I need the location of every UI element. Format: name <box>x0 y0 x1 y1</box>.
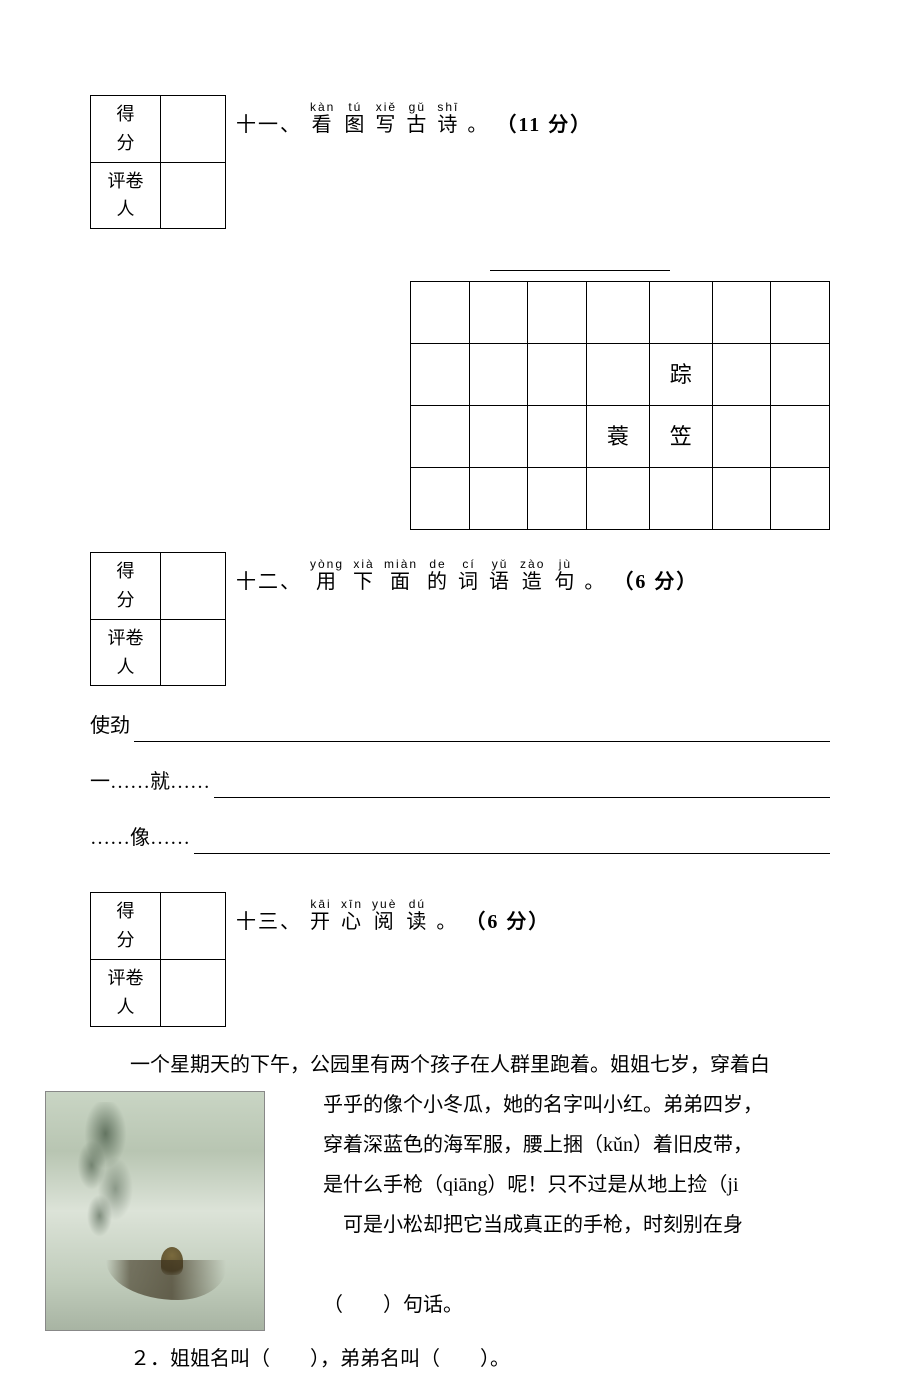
points-13: （6 分） <box>465 911 550 933</box>
grader-value <box>161 162 226 229</box>
score-value <box>161 96 226 163</box>
sentence-word: ……像…… <box>90 822 190 854</box>
grid-cell <box>411 468 470 530</box>
score-label: 得 分 <box>91 96 161 163</box>
grid-cell <box>528 282 587 344</box>
score-table-11: 得 分 评卷人 <box>90 95 226 229</box>
question-2: ２．姐姐名叫（ ），弟弟名叫（ ）。 <box>90 1339 830 1379</box>
sentence-line-1: 使劲 <box>90 710 830 742</box>
grid-cell <box>411 406 470 468</box>
grid-cell <box>649 468 712 530</box>
grid-cell <box>528 468 587 530</box>
painting-image <box>45 1091 265 1331</box>
section-number: 十三、 <box>236 911 302 933</box>
section-12-title: 十二、 yòng用 xià下 miàn面 de的 cí词 yǔ语 zào造 jù… <box>236 558 698 598</box>
sentence-line-2: 一……就…… <box>90 766 830 798</box>
grid-cell <box>712 406 771 468</box>
grid-cell <box>411 344 470 406</box>
sentence-line-3: ……像…… <box>90 822 830 854</box>
answer-blank <box>134 720 830 742</box>
passage-line: 一个星期天的下午，公园里有两个孩子在人群里跑着。姐姐七岁，穿着白 <box>90 1045 830 1085</box>
section-number: 十一、 <box>236 114 302 136</box>
grid-cell <box>712 282 771 344</box>
grid-cell: 踪 <box>649 344 712 406</box>
points-12: （6 分） <box>613 571 698 593</box>
boatman-icon <box>161 1247 183 1275</box>
sentence-word: 一……就…… <box>90 766 210 798</box>
sentence-word: 使劲 <box>90 710 130 742</box>
grid-cell <box>528 344 587 406</box>
grid-cell <box>469 406 528 468</box>
section-12-header: 得 分 评卷人 十二、 yòng用 xià下 miàn面 de的 cí词 yǔ语… <box>90 552 830 686</box>
grader-label: 评卷人 <box>91 162 161 229</box>
grid-cell: 蓑 <box>587 406 650 468</box>
grid-cell <box>771 468 830 530</box>
section-11-title: 十一、 kàn看 tú图 xiě写 gǔ古 shī诗 。 （11 分） <box>236 101 592 141</box>
grid-cell <box>528 406 587 468</box>
score-table-12: 得 分 评卷人 <box>90 552 226 686</box>
grid-cell <box>771 344 830 406</box>
grid-cell <box>587 344 650 406</box>
grid-cell <box>712 344 771 406</box>
poem-title-line <box>490 249 670 271</box>
answer-blank <box>214 776 830 798</box>
score-table-13: 得 分 评卷人 <box>90 892 226 1026</box>
grid-cell <box>469 282 528 344</box>
section-11-header: 得 分 评卷人 十一、 kàn看 tú图 xiě写 gǔ古 shī诗 。 （11… <box>90 95 830 229</box>
section-13-header: 得 分 评卷人 十三、 kāi开 xīn心 yuè阅 dú读 。 （6 分） <box>90 892 830 1026</box>
reading-passage: 一个星期天的下午，公园里有两个孩子在人群里跑着。姐姐七岁，穿着白 乎乎的像个小冬… <box>90 1045 830 1379</box>
section-13-title: 十三、 kāi开 xīn心 yuè阅 dú读 。 （6 分） <box>236 898 550 938</box>
answer-blank <box>194 832 830 854</box>
grid-cell: 笠 <box>649 406 712 468</box>
grid-cell <box>469 468 528 530</box>
grid-cell <box>649 282 712 344</box>
grid-cell <box>771 282 830 344</box>
grid-cell <box>587 468 650 530</box>
points-11: （11 分） <box>496 114 592 136</box>
grid-cell <box>771 406 830 468</box>
poem-grid: 踪 蓑 笠 <box>410 281 830 530</box>
grid-cell <box>587 282 650 344</box>
grid-cell <box>712 468 771 530</box>
grid-cell <box>469 344 528 406</box>
section-number: 十二、 <box>236 571 302 593</box>
grid-cell <box>411 282 470 344</box>
